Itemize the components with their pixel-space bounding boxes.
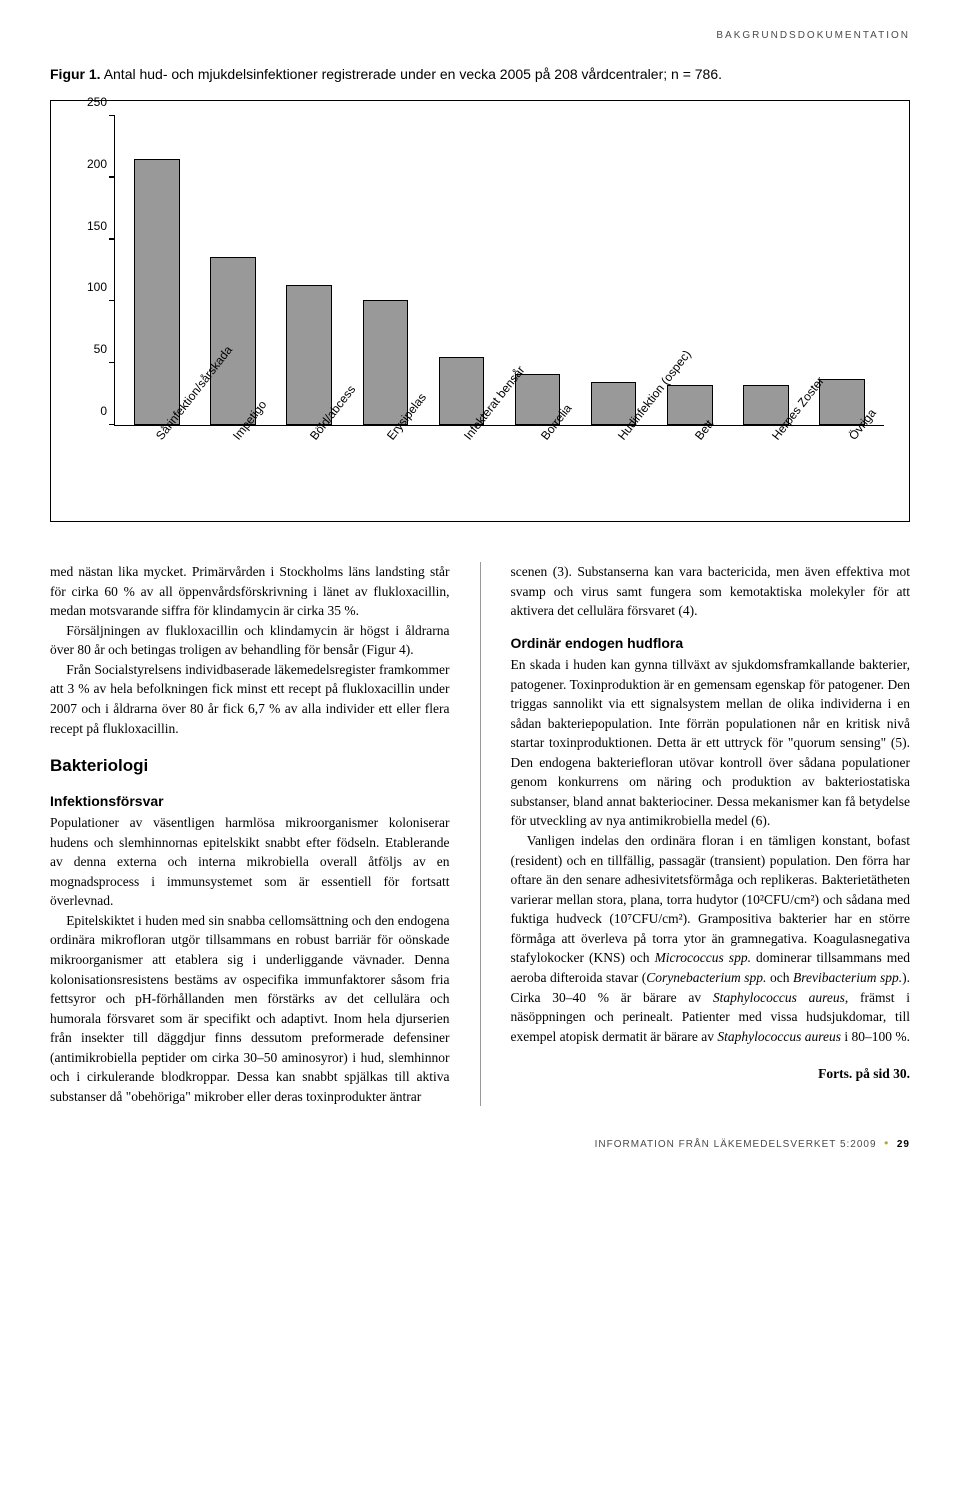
x-label-slot: Sårinfektion/sårskada [114, 426, 191, 516]
x-label-slot: Herpes Zoster [730, 426, 807, 516]
bar-slot [271, 116, 347, 425]
column-divider [480, 562, 481, 1106]
bars-group [115, 116, 884, 425]
bar-slot [119, 116, 195, 425]
right-column: scenen (3). Substanserna kan vara bacter… [511, 562, 911, 1106]
paragraph: med nästan lika mycket. Primärvården i S… [50, 562, 450, 621]
page-footer: INFORMATION FRÅN LÄKEMEDELSVERKET 5:2009… [50, 1136, 910, 1150]
bar-slot [423, 116, 499, 425]
page-number: 29 [897, 1139, 910, 1150]
bar [134, 159, 180, 425]
figure-caption-text: Antal hud- och mjukdelsinfektioner regis… [104, 66, 722, 82]
x-label-slot: Borrelia [499, 426, 576, 516]
paragraph: Från Socialstyrelsens individbaserade lä… [50, 660, 450, 738]
y-tick-mark [109, 362, 115, 364]
paragraph: Vanligen indelas den ordinära floran i e… [511, 831, 911, 1046]
bar-slot [576, 116, 652, 425]
bar [363, 300, 409, 425]
paragraph: scenen (3). Substanserna kan vara bacter… [511, 562, 911, 621]
x-label-slot: Böld/abcess [268, 426, 345, 516]
x-label-slot: Övriga [807, 426, 884, 516]
x-label-slot: Hudinfektion (ospec) [576, 426, 653, 516]
paragraph: Populationer av väsentligen harmlösa mik… [50, 813, 450, 911]
paragraph: Försäljningen av flukloxacillin och klin… [50, 621, 450, 660]
paragraph: Epitelskiktet i huden med sin snabba cel… [50, 911, 450, 1107]
y-tick-mark [109, 238, 115, 240]
bar [210, 257, 256, 425]
section-header: BAKGRUNDSDOKUMENTATION [50, 30, 910, 41]
bar-slot [347, 116, 423, 425]
y-tick-label: 200 [67, 157, 107, 171]
bar [286, 285, 332, 425]
chart-container: 050100150200250 Sårinfektion/sårskadaImp… [50, 100, 910, 522]
heading-bakteriologi: Bakteriologi [50, 754, 450, 779]
y-tick-label: 50 [67, 342, 107, 356]
subheading-hudflora: Ordinär endogen hudflora [511, 633, 911, 653]
plot-area: 050100150200250 [114, 116, 884, 426]
figure-caption: Figur 1. Antal hud- och mjukdelsinfektio… [50, 66, 910, 82]
x-label-slot: Infekterat bensår [422, 426, 499, 516]
y-tick-label: 250 [67, 95, 107, 109]
y-tick-mark [109, 176, 115, 178]
x-label-slot: Impetigo [191, 426, 268, 516]
footer-text: INFORMATION FRÅN LÄKEMEDELSVERKET 5:2009 [595, 1139, 877, 1150]
text-columns: med nästan lika mycket. Primärvården i S… [50, 562, 910, 1106]
bar-chart: 050100150200250 Sårinfektion/sårskadaImp… [66, 116, 894, 516]
y-tick-label: 0 [67, 404, 107, 418]
y-tick-label: 100 [67, 280, 107, 294]
figure-number: Figur 1. [50, 66, 101, 82]
paragraph: En skada i huden kan gynna tillväxt av s… [511, 655, 911, 831]
continued-label: Forts. på sid 30. [511, 1064, 911, 1084]
bullet-icon: • [884, 1136, 889, 1150]
subheading-infektionsforsvar: Infektionsförsvar [50, 791, 450, 811]
x-axis-labels: Sårinfektion/sårskadaImpetigoBöld/abcess… [114, 426, 884, 516]
left-column: med nästan lika mycket. Primärvården i S… [50, 562, 450, 1106]
y-tick-label: 150 [67, 219, 107, 233]
x-label-slot: Bett [653, 426, 730, 516]
y-tick-mark [109, 300, 115, 302]
bar-slot [728, 116, 804, 425]
x-label-slot: Erysipelas [345, 426, 422, 516]
y-tick-mark [109, 424, 115, 426]
y-tick-mark [109, 115, 115, 117]
